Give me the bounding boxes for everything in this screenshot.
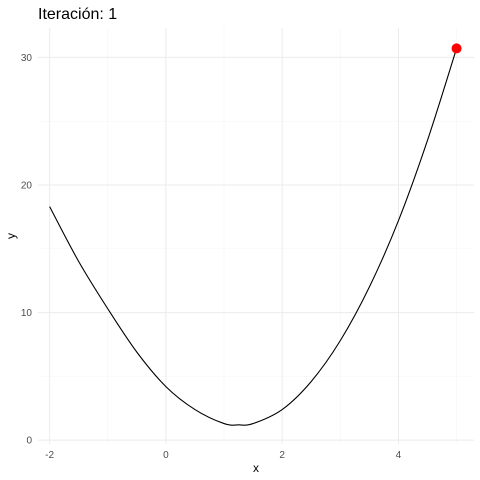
y-tick-label: 30	[21, 53, 33, 64]
x-axis-label: x	[253, 461, 259, 475]
y-axis-label: y	[4, 233, 18, 239]
current-iteration-point	[451, 43, 462, 54]
x-tick-labels: -2 0 2 4	[45, 450, 401, 461]
y-tick-label: 10	[21, 308, 33, 319]
x-tick-label: 0	[163, 450, 169, 461]
x-tick-label: 4	[396, 450, 402, 461]
x-tick-label: -2	[45, 450, 54, 461]
y-tick-label: 20	[21, 180, 33, 191]
series-line	[49, 48, 458, 426]
y-tick-labels: 0 10 20 30	[21, 53, 33, 447]
y-tick-label: 0	[26, 436, 32, 447]
grid-minor	[38, 28, 474, 444]
x-tick-label: 2	[279, 450, 285, 461]
grid-major	[38, 28, 474, 444]
chart-title: Iteración: 1	[38, 6, 117, 23]
